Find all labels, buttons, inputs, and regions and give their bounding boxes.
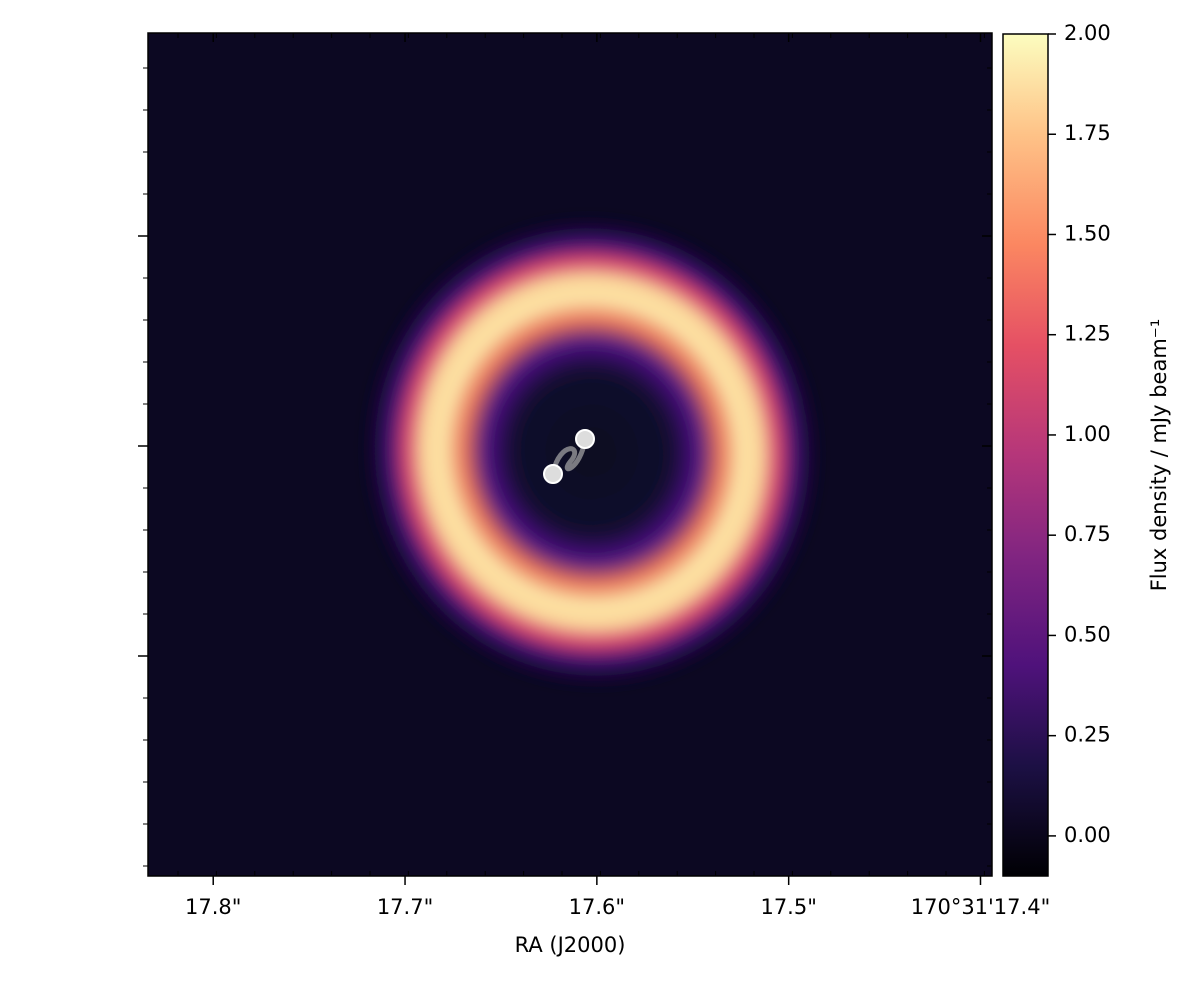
decorative-ticks: [138, 33, 992, 876]
colorbar-tick-label: 0.75: [1064, 522, 1111, 546]
colorbar-tick-label: 1.50: [1064, 221, 1111, 245]
colorbar-tick-label: 2.00: [1064, 21, 1111, 45]
colorbar-tick-label: 1.00: [1064, 422, 1111, 446]
x-axis-label: RA (J2000): [515, 933, 626, 957]
colorbar-tick-label: 0.25: [1064, 723, 1111, 747]
colorbar-tick-label: 1.75: [1064, 121, 1111, 145]
x-tick-label: 17.8": [185, 895, 241, 919]
image: [148, 33, 992, 876]
x-tick-label: 170°31'17.4": [911, 895, 1051, 919]
colorbar-tick-label: 1.25: [1064, 322, 1111, 346]
colorbar-label: Flux density / mJy beam⁻¹: [1147, 319, 1171, 592]
x-tick-label: 17.7": [377, 895, 433, 919]
x-tick-label: 17.6": [569, 895, 625, 919]
x-tick-label: 17.5": [760, 895, 816, 919]
colorbar: [1002, 33, 1049, 877]
colorbar-tick-label: 0.50: [1064, 622, 1111, 646]
plot-frame: [147, 32, 993, 877]
colorbar-tick-label: 0.00: [1064, 823, 1111, 847]
